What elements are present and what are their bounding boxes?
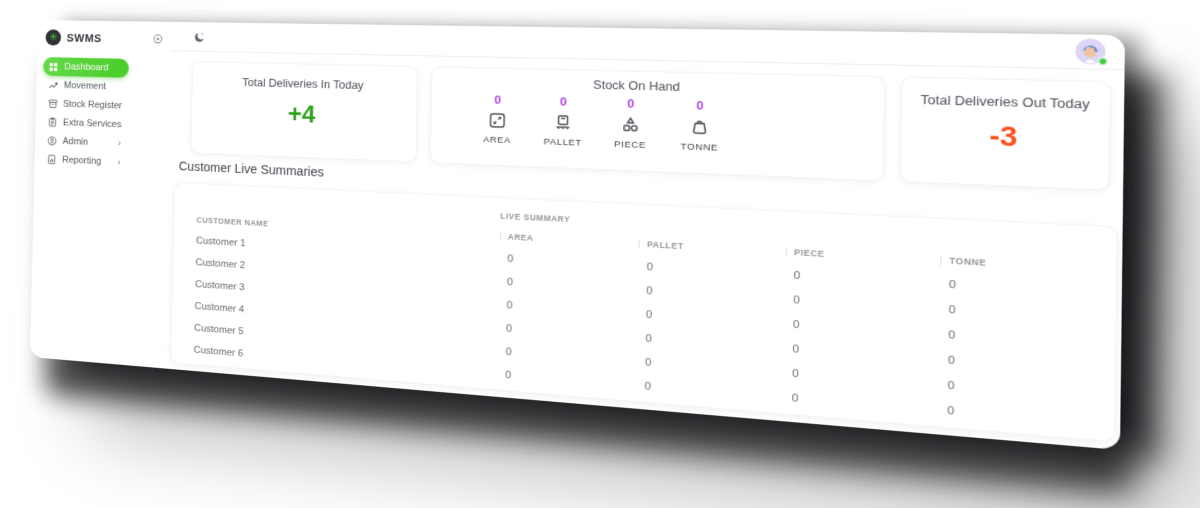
metric-piece-label: PIECE [613,139,647,151]
cell-tonne: 0 [947,379,955,392]
sidebar-menu: Dashboard Movement Stock Register [41,57,164,174]
sidebar-item-label: Reporting [62,154,102,167]
sidebar-item-dashboard[interactable]: Dashboard [43,57,129,78]
customer-summary-table: LIVE SUMMARY CUSTOMER NAME AREA PALLET P… [171,183,1117,442]
main-content: Total Deliveries In Today +4 Stock On Ha… [164,21,1126,450]
metric-tonne-value: 0 [696,99,704,113]
cell-tonne: 0 [948,328,956,342]
deliveries-out-value: -3 [989,121,1018,153]
pallet-icon [553,113,573,132]
cell-piece: 0 [792,318,800,331]
column-divider [785,247,787,257]
sidebar-item-label: Stock Register [62,98,123,112]
metric-area: 0 AREA [469,93,526,146]
sidebar-item-reporting[interactable]: Reporting › [41,150,127,172]
metric-tonne: 0 TONNE [669,98,731,154]
topbar [171,21,1126,71]
stock-on-hand-title: Stock On Hand [593,78,680,94]
metric-piece-value: 0 [627,97,635,111]
metric-piece: 0 PIECE [601,96,661,151]
sidebar-item-movement[interactable]: Movement [43,76,129,97]
cell-area: 0 [505,345,512,358]
sidebar-item-label: Extra Services [62,117,122,130]
column-header-piece: PIECE [785,247,940,265]
chevron-right-icon: › [117,157,121,168]
movement-route-icon [48,80,60,90]
tonne-weight-icon [689,117,710,137]
cell-tonne: 0 [947,353,956,367]
sidebar-item-admin[interactable]: Admin › [41,131,127,153]
metric-area-value: 0 [494,93,502,107]
sidebar-header: ✳ SWMS [44,27,165,50]
cell-area: 0 [505,369,512,381]
metric-tonne-label: TONNE [680,141,719,154]
column-header-area: AREA [499,232,639,249]
sidebar-pin-icon[interactable] [153,34,163,45]
sidebar-item-label: Admin [62,136,89,148]
cell-piece: 0 [791,392,799,405]
chevron-right-icon: › [117,138,122,149]
metric-pallet-label: PALLET [543,136,582,149]
app-logo-icon: ✳ [45,28,62,46]
sidebar: ✳ SWMS Dashboard Movement [30,20,172,368]
deliveries-in-value: +4 [287,100,316,129]
dark-mode-moon-icon[interactable] [194,30,206,42]
stock-metrics: 0 AREA 0 PALLET [469,93,884,160]
customer-summaries-heading: Customer Live Summaries [178,158,324,180]
cell-pallet: 0 [646,284,653,297]
metric-area-label: AREA [483,134,511,146]
cell-pallet: 0 [646,260,654,273]
cell-piece: 0 [793,269,801,282]
cell-tonne: 0 [948,303,956,317]
column-header-tonne: TONNE [940,255,1104,274]
metric-pallet: 0 PALLET [534,95,593,149]
stock-on-hand-card: Stock On Hand 0 AREA 0 [430,67,885,181]
metric-pallet-value: 0 [559,95,567,109]
user-avatar[interactable] [1075,38,1108,66]
cell-area: 0 [506,299,513,311]
cell-pallet: 0 [645,332,652,345]
cell-piece: 0 [792,367,799,380]
app-title: SWMS [66,30,102,45]
column-divider [499,232,502,241]
kpi-cards-row: Total Deliveries In Today +4 Stock On Ha… [191,62,1110,190]
cell-pallet: 0 [644,380,652,393]
online-status-dot [1097,57,1108,66]
sidebar-item-label: Movement [63,80,107,92]
cell-tonne: 0 [947,404,955,418]
cell-piece: 0 [793,293,801,307]
cell-area: 0 [506,276,514,288]
app-window: ✳ SWMS Dashboard Movement [29,20,1126,451]
cell-tonne: 0 [948,278,957,291]
sidebar-item-stock-register[interactable]: Stock Register [42,94,128,115]
report-document-icon [47,154,59,165]
area-icon [488,111,508,130]
piece-shapes-icon [620,115,641,135]
clipboard-list-icon [48,117,60,128]
column-divider [638,239,640,249]
column-divider [940,255,942,265]
cell-pallet: 0 [644,356,652,369]
archive-box-icon [48,99,60,109]
deliveries-out-title: Total Deliveries Out Today [920,93,1090,112]
cell-pallet: 0 [645,308,653,321]
cell-area: 0 [507,252,514,265]
admin-user-icon [47,135,59,147]
deliveries-out-card: Total Deliveries Out Today -3 [900,77,1110,190]
deliveries-in-title: Total Deliveries In Today [242,76,364,92]
deliveries-in-card: Total Deliveries In Today +4 [191,62,418,162]
column-header-pallet: PALLET [638,239,786,257]
dashboard-grid-icon [49,62,61,72]
cell-area: 0 [505,322,513,335]
sidebar-item-label: Dashboard [64,61,109,74]
cell-piece: 0 [792,342,800,356]
sidebar-item-extra-services[interactable]: Extra Services [42,113,128,135]
